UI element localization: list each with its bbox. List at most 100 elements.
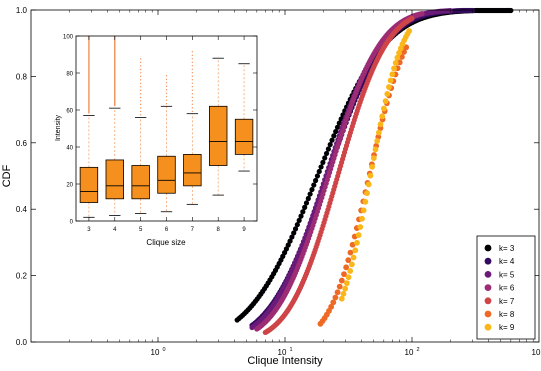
inset-x-tick-label: 7 [191, 227, 195, 233]
data-point [292, 226, 299, 232]
y-tick-label: 0.8 [16, 72, 28, 81]
series-7-points [262, 15, 415, 336]
data-point [338, 277, 345, 284]
data-point [305, 195, 311, 202]
data-point [333, 128, 339, 135]
data-point [349, 241, 356, 248]
data-point [318, 164, 324, 170]
data-point [332, 294, 339, 301]
data-point [379, 113, 386, 120]
data-point [399, 54, 405, 60]
data-point [322, 155, 328, 161]
data-point [287, 238, 293, 244]
x-tick-label: 10 [405, 348, 414, 357]
data-point [372, 146, 379, 153]
legend-marker [484, 284, 492, 291]
series-5-points [249, 8, 453, 331]
box-iqr [209, 105, 228, 166]
data-point [377, 121, 384, 128]
data-point [349, 261, 355, 268]
data-point [298, 213, 304, 219]
data-point [311, 182, 317, 188]
x-axis-title: Clique Intensity [247, 355, 323, 367]
data-point [367, 172, 374, 179]
legend-label: k= 6 [499, 284, 515, 293]
data-point [343, 264, 350, 271]
data-point [359, 215, 365, 222]
data-point [328, 303, 335, 310]
data-point [345, 257, 352, 264]
data-point [307, 191, 313, 197]
data-point [342, 285, 349, 292]
data-point [323, 150, 330, 157]
x-tick-label: 10 [151, 348, 160, 357]
data-point [365, 181, 372, 188]
data-point [369, 163, 376, 170]
box-iqr [234, 118, 254, 155]
data-point [334, 124, 341, 130]
main-data-points [234, 7, 514, 336]
data-point [406, 28, 413, 34]
legend-label: k= 3 [499, 244, 515, 253]
legend-label: k= 8 [499, 310, 515, 319]
data-point [409, 15, 415, 22]
inset-y-tick-label: 60 [66, 109, 73, 115]
series-4-points [249, 7, 476, 328]
data-point [334, 289, 341, 296]
data-point [296, 217, 302, 224]
data-point [336, 283, 343, 290]
data-point [387, 77, 394, 84]
data-point [331, 133, 337, 139]
data-point [289, 234, 295, 240]
inset-y-tick-label: 100 [63, 35, 74, 41]
data-point [370, 155, 377, 162]
box-size-7 [183, 50, 202, 205]
data-point [303, 200, 310, 206]
inset-boxes [79, 36, 254, 218]
data-point [329, 137, 335, 143]
data-point [291, 230, 297, 236]
data-point [316, 168, 322, 175]
inset-x-tick-label: 5 [139, 227, 143, 233]
data-point [314, 173, 321, 179]
inset-x-tick-label: 8 [217, 227, 221, 233]
x-tick-exponent: 1 [289, 347, 292, 353]
data-point [386, 84, 392, 90]
inset-y-tick-label: 20 [66, 183, 73, 189]
data-point [302, 204, 308, 210]
data-point [340, 290, 347, 297]
box-size-5 [131, 58, 150, 215]
box-size-9 [234, 63, 254, 172]
data-point [360, 207, 367, 214]
legend: k= 3 k= 4 k= 5 k= 6 k= 7 k= 8 k= 9 [476, 235, 536, 340]
data-point [396, 49, 402, 56]
legend-label: k= 9 [499, 323, 515, 332]
data-point [341, 271, 347, 278]
y-tick-label: 0.2 [16, 272, 28, 281]
data-point [357, 224, 364, 230]
data-point [300, 209, 306, 215]
inset-axes: 0 20 40 60 80 100 3 4 5 6 7 8 9 [63, 35, 257, 233]
box-iqr [183, 153, 202, 187]
data-point [391, 65, 397, 72]
inset-background [58, 29, 269, 251]
data-point [327, 141, 333, 148]
data-point [325, 146, 331, 152]
box-size-6 [157, 73, 176, 213]
inset-x-tick-label: 9 [242, 227, 246, 233]
data-point [354, 239, 360, 246]
legend-marker [484, 244, 492, 252]
data-point [355, 232, 362, 238]
inset-boxplot: 0 20 40 60 80 100 3 4 5 6 7 8 9 Clique size Intensit… [55, 29, 269, 251]
box-iqr [157, 155, 176, 194]
data-point [347, 268, 354, 274]
inset-x-tick-label: 6 [165, 227, 169, 233]
data-point [320, 159, 326, 166]
legend-marker [484, 297, 492, 305]
data-point [343, 280, 350, 287]
data-point [345, 274, 352, 281]
data-point [309, 186, 315, 193]
data-point [338, 295, 345, 302]
legend-label: k= 7 [499, 297, 515, 306]
